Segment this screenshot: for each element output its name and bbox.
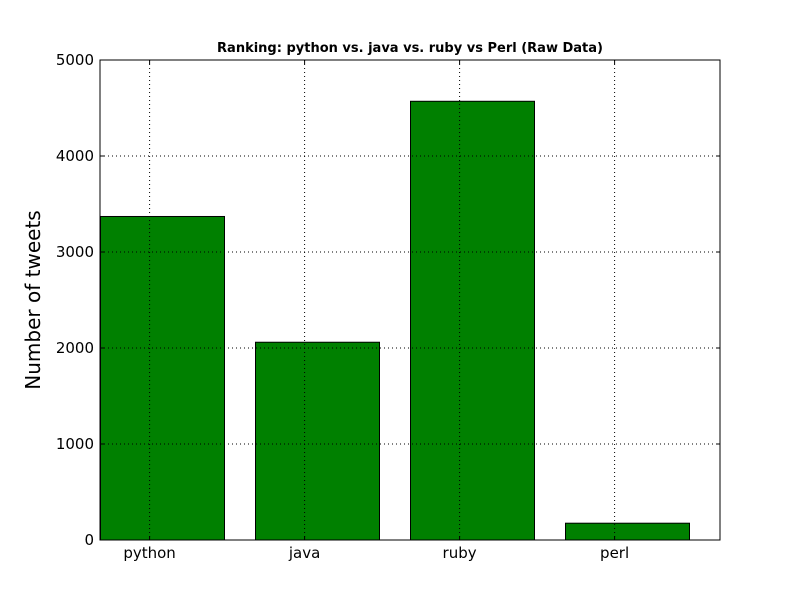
- y-tick-label: 4000: [56, 147, 94, 165]
- y-tick-labels: 0 1000 2000 3000 4000 5000: [56, 51, 94, 549]
- y-tick-label: 2000: [56, 339, 94, 357]
- y-tick-label: 0: [84, 531, 94, 549]
- x-tick-label: python: [123, 544, 175, 562]
- y-axis-label: Number of tweets: [21, 210, 45, 389]
- grid-layer: [100, 60, 720, 540]
- bar-java: [255, 341, 380, 541]
- bar-perl: [565, 522, 690, 541]
- y-tick-label: 3000: [56, 243, 94, 261]
- bars-layer: [100, 100, 690, 541]
- bar-ruby: [410, 100, 535, 541]
- y-tick-label: 1000: [56, 435, 94, 453]
- chart-title: Ranking: python vs. java vs. ruby vs Per…: [217, 41, 603, 56]
- x-tick-label: ruby: [443, 544, 477, 562]
- y-tick-label: 5000: [56, 51, 94, 69]
- bar-python: [100, 215, 225, 541]
- x-tick-label: java: [288, 544, 320, 562]
- x-tick-label: perl: [600, 544, 629, 562]
- plot-frame: [99, 59, 721, 541]
- x-tick-labels: python java ruby perl: [123, 544, 629, 562]
